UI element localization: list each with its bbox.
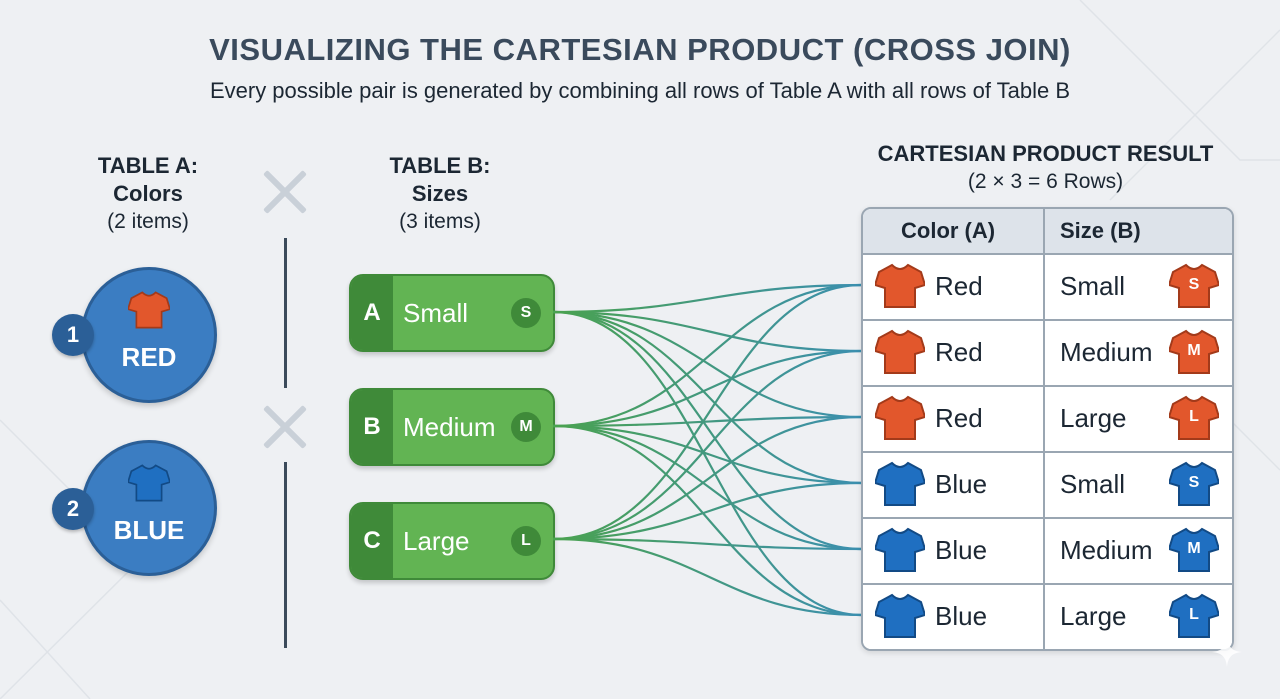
item-number-badge: 1 [52,314,94,356]
tshirt-icon [1169,527,1219,572]
divider-line [284,462,287,648]
connector-line [552,415,863,428]
color-label: RED [121,342,177,372]
table-row: Blue Large L [863,585,1232,649]
connector-line [552,349,863,428]
connector-line [552,283,863,428]
table-b-name: Sizes [411,181,469,206]
size-item-large: C Large L [349,502,555,580]
page-subtitle: Every possible pair is generated by comb… [209,78,1071,103]
connector-line [552,283,863,541]
connector-line [552,310,863,617]
table-row: Red Medium M [863,321,1232,387]
connector-line [552,310,863,485]
table-a-heading: TABLE A: Colors (2 items) [68,152,228,236]
result-title: CARTESIAN PRODUCT RESULT [877,141,1214,166]
tshirt-icon [875,527,925,572]
result-formula: (2 × 3 = 6 Rows) [967,170,1124,193]
tshirt-icon [875,263,925,308]
cell-color: Red [935,337,983,367]
result-table: Color (A) Size (B) Red Small S Red Mediu… [861,207,1234,651]
item-number-badge: 2 [52,488,94,530]
divider-line [284,238,287,388]
size-letter: M [1187,540,1201,557]
tshirt-icon [1169,593,1219,638]
tshirt-icon [1169,263,1219,308]
tshirt-icon [875,593,925,638]
connector-line [552,537,863,617]
connector-line [552,537,863,551]
page-title: VISUALIZING THE CARTESIAN PRODUCT (CROSS… [209,32,1071,67]
result-heading: CARTESIAN PRODUCT RESULT (2 × 3 = 6 Rows… [861,140,1230,196]
size-item-medium: B Medium M [349,388,555,466]
table-row: Blue Medium M [863,519,1232,585]
tshirt-icon [875,329,925,374]
tshirt-icon [875,395,925,440]
size-letter: L [1189,606,1199,623]
tshirt-icon [875,461,925,506]
cell-color: Red [935,271,983,301]
cell-size: Small [1060,469,1126,499]
table-a-title: TABLE A: [97,153,199,178]
row-tag: B [351,390,393,464]
cell-color: Blue [935,601,988,631]
size-label: Large [403,526,470,556]
size-item-small: A Small S [349,274,555,352]
cell-color: Blue [935,535,988,565]
tshirt-icon [1169,329,1219,374]
connector-line [552,310,863,353]
table-a-count: (2 items) [107,210,189,233]
row-tag: A [351,276,393,350]
cell-size: Small [1060,271,1126,301]
size-badge: S [511,298,541,328]
table-b-count: (3 items) [399,210,481,233]
table-b-title: TABLE B: [389,153,491,178]
color-item-red: RED [81,267,217,403]
connector-line [552,415,863,541]
connector-line [552,283,863,314]
table-row: Red Small S [863,255,1232,321]
cell-size: Medium [1060,535,1153,565]
connector-line [552,424,863,551]
size-letter: M [1187,342,1201,359]
row-tag: C [351,504,393,578]
size-badge: M [511,412,541,442]
color-label: BLUE [113,515,185,545]
size-badge: L [511,526,541,556]
tshirt-icon [128,464,170,502]
result-table-header: Color (A) Size (B) [863,209,1232,255]
cell-size: Large [1060,601,1127,631]
tshirt-icon [1169,395,1219,440]
connector-line [552,310,863,551]
size-label: Medium [403,412,496,442]
table-a-name: Colors [113,181,183,206]
table-row: Red Large L [863,387,1232,453]
sparkle-icon [1212,637,1242,667]
connector-line [552,310,863,419]
table-b-heading: TABLE B: Sizes (3 items) [360,152,520,236]
connector-line [552,424,863,617]
tshirt-icon [128,291,170,329]
connector-line [552,349,863,541]
column-header-size: Size (B) [1060,218,1141,243]
column-header-color: Color (A) [901,218,996,243]
table-row: Blue Small S [863,453,1232,519]
size-label: Small [403,298,469,328]
tshirt-icon [1169,461,1219,506]
connector-line [552,481,863,541]
cell-color: Red [935,403,983,433]
cell-size: Medium [1060,337,1153,367]
size-letter: L [1189,408,1199,425]
cell-color: Blue [935,469,988,499]
cell-size: Large [1060,403,1127,433]
size-letter: S [1188,474,1200,491]
connector-line [552,424,863,485]
size-letter: S [1188,276,1200,293]
column-divider [1043,209,1045,649]
